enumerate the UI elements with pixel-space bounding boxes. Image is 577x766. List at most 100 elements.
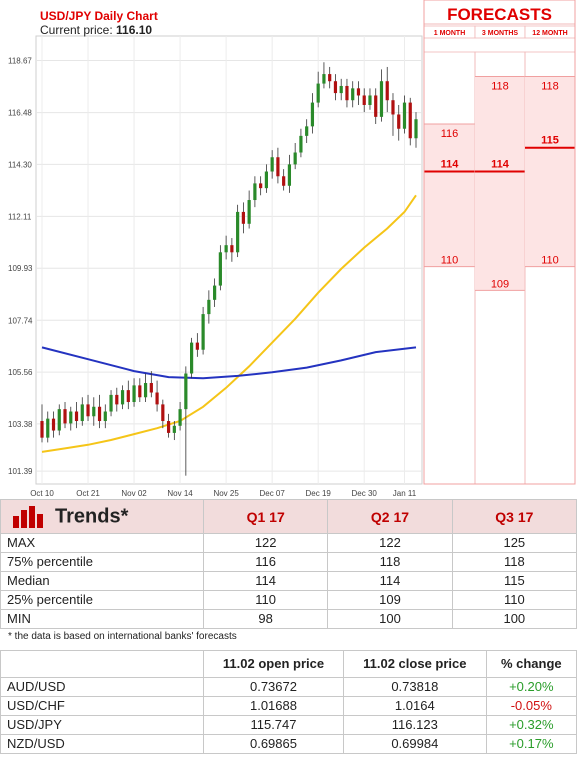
price-open: 115.747 [203,715,344,735]
trends-value: 116 [202,552,329,572]
candle-up [132,385,136,403]
trends-col-q3: Q3 17 [451,499,577,534]
price-pair: NZD/USD [0,734,204,754]
price-row: USD/JPY 115.747 116.123 +0.32% [0,715,577,735]
x-tick-label: Nov 25 [213,489,239,498]
forecast-range-band [424,123,475,267]
candle-up [264,171,268,189]
trends-col-q2: Q2 17 [327,499,453,534]
prices-table: 11.02 open price 11.02 close price % cha… [0,650,577,754]
candle-up [247,200,251,224]
candle-up [270,157,274,172]
price-change: -0.05% [485,696,577,716]
x-tick-label: Dec 19 [306,489,332,498]
candle-down [345,85,349,101]
candle-up [143,383,148,398]
candle-up [109,394,113,412]
trends-value: 98 [202,609,329,629]
candle-up [351,88,355,101]
price-open: 0.73672 [203,677,344,697]
price-pair: USD/CHF [0,696,204,716]
trends-value: 100 [451,609,577,629]
trends-value: 122 [202,533,329,553]
candle-down [74,411,79,422]
candle-up [92,406,96,417]
y-tick-label: 114.30 [8,160,32,169]
y-axis-ticks: 118.67 116.48 114.30 112.11 109.93 107.74 105.… [8,57,33,477]
chart-title: USD/JPY Daily Chart [40,9,158,23]
forecast-col-header: 12 MONTH [532,30,567,37]
x-axis-ticks: Oct 10 Oct 21 Nov 02 Nov 14 Nov 25 Dec 07 Dec … [30,489,417,498]
price-close: 0.73818 [342,677,487,697]
forecast-high-label: 116 [441,128,459,140]
candle-up [172,425,176,433]
y-tick-label: 116.48 [8,109,32,118]
candle-up [120,390,125,405]
forecast-low-label: 110 [441,255,459,267]
candle-down [97,406,102,422]
candle-down [161,404,165,422]
candle-down [333,81,338,94]
candle-down [166,421,171,433]
trends-value: 109 [327,590,453,610]
prices-col-close: 11.02 close price [342,650,487,678]
candle-up [368,95,372,105]
candle-down [40,421,44,438]
candle-down [362,95,366,105]
prices-header-blank [0,650,204,678]
trends-value: 118 [451,552,577,572]
candle-up [201,314,205,350]
candle-down [230,245,234,253]
candle-up [402,102,407,129]
trends-row-label: MIN [0,609,204,629]
candle-up [178,409,182,426]
forecast-title: FORECASTS [447,5,552,24]
candle-down [374,95,378,117]
moving-average-slow [41,346,417,380]
price-row: AUD/USD 0.73672 0.73818 +0.20% [0,677,577,697]
current-price-label: Current price: [40,23,113,37]
forecast-frame [423,0,576,485]
price-change: +0.17% [485,734,577,754]
forecast-high-label: 118 [491,80,509,92]
trends-value: 115 [451,571,577,591]
trends-row-label: MAX [0,533,204,553]
price-open: 0.69865 [203,734,344,754]
y-tick-label: 118.67 [8,57,32,66]
prices-col-open: 11.02 open price [203,650,344,678]
candle-down [391,100,395,115]
candle-down [195,342,199,350]
usdjpy-chart: 118.67 116.48 114.30 112.11 109.93 107.74 105.… [8,0,576,498]
trends-value: 110 [202,590,329,610]
candle-down [138,385,142,398]
forecast-range-band [475,76,525,291]
trends-value: 118 [327,552,453,572]
candle-down [155,392,159,405]
trends-row-label: Median [0,571,204,591]
x-tick-label: Nov 02 [121,489,147,498]
candle-up [207,299,211,315]
candle-down [86,404,90,417]
candle-up [293,152,297,165]
trends-row: Median 114 114 115 [0,571,577,591]
trends-row: MAX 122 122 125 [0,533,577,553]
trends-value: 125 [451,533,577,553]
price-open: 1.01688 [203,696,344,716]
candle-up [69,411,73,424]
price-close: 1.0164 [342,696,487,716]
candle-up [218,252,222,286]
candle-up [305,126,309,136]
y-tick-label: 105.56 [8,368,33,377]
candle-up [322,74,326,84]
candle-up [224,245,228,253]
candle-up [414,119,418,139]
candle-up [339,85,343,94]
forecast-low-label: 109 [491,278,509,290]
trends-row: 25% percentile 110 109 110 [0,590,577,610]
price-change: +0.20% [485,677,577,697]
candle-up [213,285,217,300]
trends-value: 114 [202,571,329,591]
moving-average-fast [41,194,417,453]
x-tick-label: Dec 30 [352,489,378,498]
trends-row-label: 25% percentile [0,590,204,610]
